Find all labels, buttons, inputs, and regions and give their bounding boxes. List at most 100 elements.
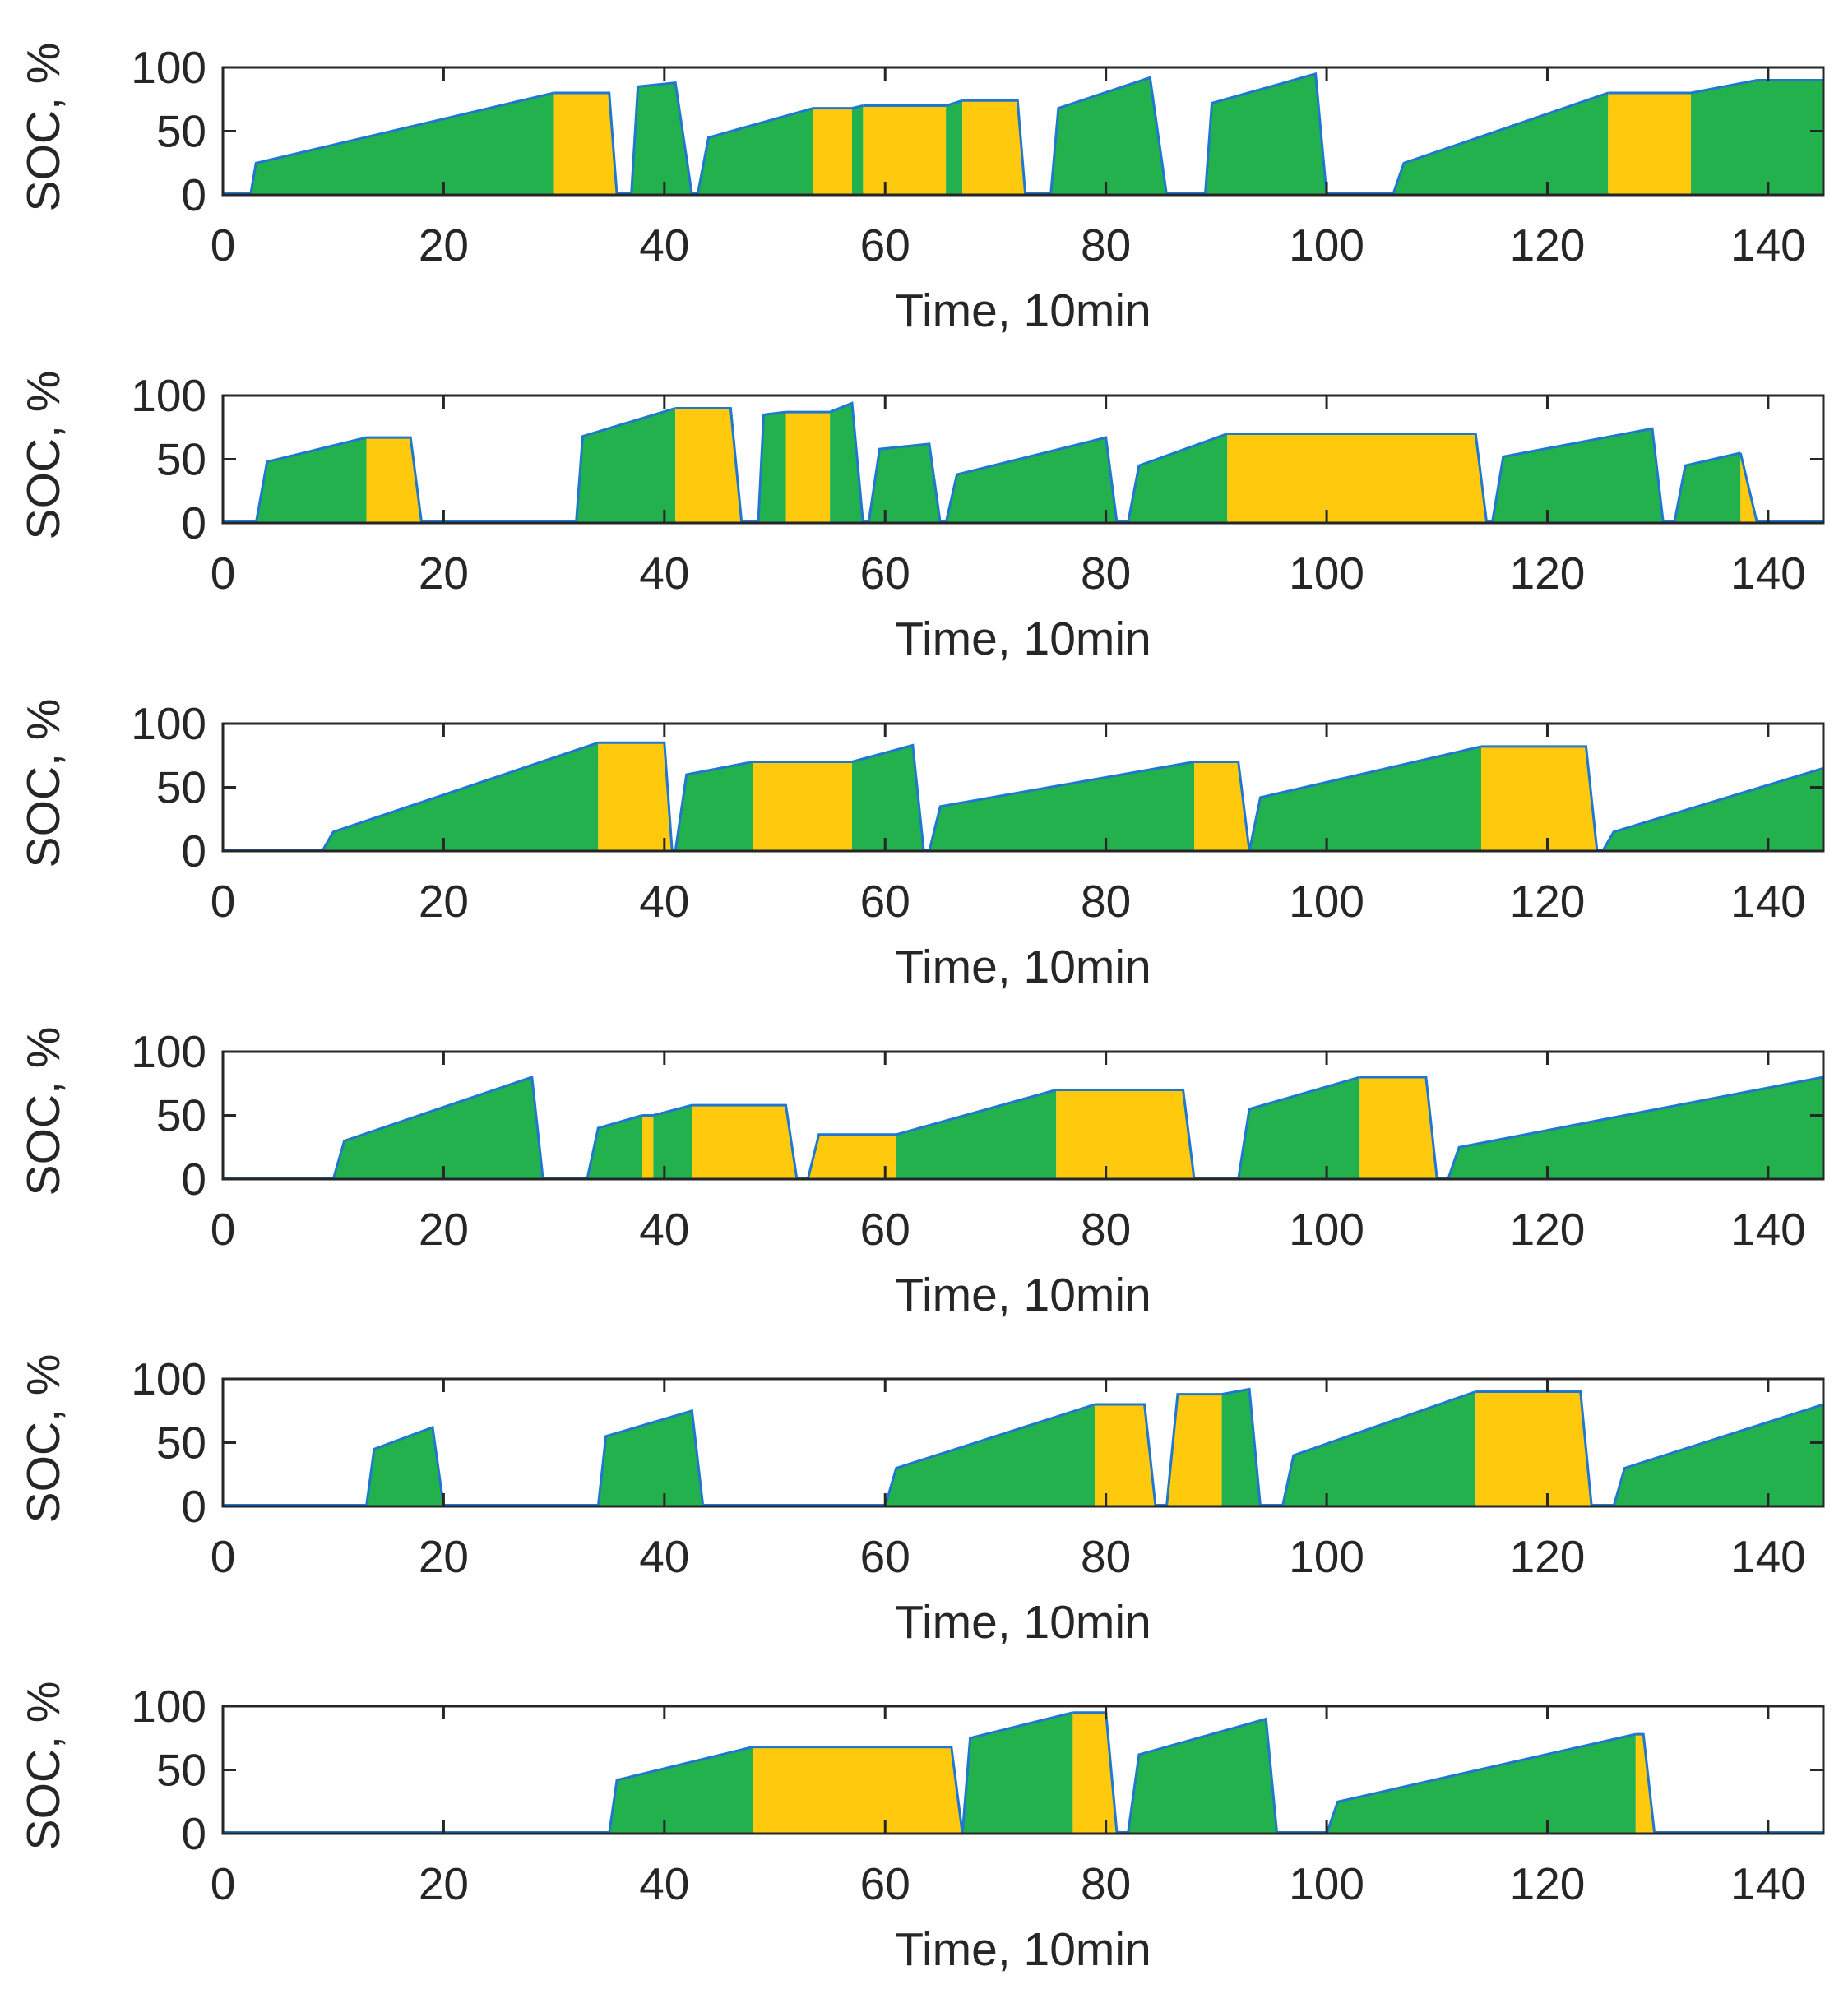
soc-area-charging-1: [250, 93, 554, 195]
soc-line-9: [944, 436, 1119, 524]
y-tick-label: 0: [181, 826, 206, 877]
soc-line-7: [1281, 1390, 1476, 1507]
soc-line-4: [1095, 1403, 1157, 1507]
soc-area-idle-2: [753, 1746, 963, 1834]
x-tick-label: 40: [639, 1531, 689, 1582]
soc-area-charging-13: [1674, 452, 1741, 523]
soc-area-idle-11: [1227, 433, 1487, 523]
soc-area-charging-5: [757, 412, 786, 523]
soc-line-3: [575, 407, 676, 524]
subplot-4: 0 50 100 0 20 40 60 80 100 120 140 Time, 10min SOC, …: [17, 1026, 1825, 1321]
soc-area-idle-4: [1072, 1712, 1118, 1834]
soc-line-5: [692, 1103, 799, 1180]
soc-line-2: [586, 1114, 643, 1180]
soc-area-charging-11: [1205, 73, 1327, 195]
x-tick-label: 60: [860, 876, 910, 927]
soc-line-9: [1237, 1076, 1360, 1180]
soc-area-charging-7: [1282, 1391, 1476, 1506]
x-tick-label: 40: [639, 548, 689, 599]
soc-area-idle-13: [1608, 93, 1691, 195]
x-tick-label: 40: [639, 1858, 689, 1909]
soc-line-1: [254, 436, 367, 524]
y-tick-label: 100: [131, 42, 206, 93]
soc-area-charging-14: [1691, 80, 1823, 195]
soc-line-3: [630, 81, 693, 196]
soc-area-idle-6: [808, 1134, 896, 1179]
y-tick-label: 50: [156, 106, 206, 157]
subplot-6: 0 50 100 0 20 40 60 80 100 120 140 Time, 10min SOC, …: [17, 1681, 1825, 1976]
x-tick-label: 60: [860, 1531, 910, 1582]
soc-line-7: [1635, 1732, 1656, 1834]
x-tick-label: 120: [1510, 1204, 1586, 1255]
x-axis-label: Time, 10min: [895, 1923, 1151, 1976]
soc-area-charging-6: [1221, 1389, 1261, 1506]
soc-area-idle-2: [366, 437, 422, 523]
x-tick-label: 140: [1730, 1531, 1806, 1582]
soc-area-idle-7: [863, 105, 947, 195]
soc-line-8: [1475, 1390, 1593, 1507]
soc-area-charging-4: [653, 1105, 692, 1179]
soc-area-idle-4: [1095, 1404, 1156, 1506]
soc-line-8: [867, 442, 942, 524]
x-tick-label: 20: [419, 876, 469, 927]
y-axis-label: SOC, %: [17, 371, 70, 540]
y-tick-label: 100: [131, 370, 206, 421]
soc-area-idle-4: [675, 408, 742, 523]
soc-line-9: [1612, 1403, 1824, 1507]
soc-area-charging-2: [586, 1115, 642, 1179]
soc-area-charging-1: [366, 1427, 444, 1506]
x-axis-label: Time, 10min: [895, 1596, 1151, 1649]
soc-line-6: [928, 761, 1195, 852]
x-tick-label: 140: [1730, 1204, 1806, 1255]
soc-line-10: [1127, 433, 1228, 524]
soc-area-charging-6: [929, 761, 1194, 851]
x-tick-label: 140: [1730, 548, 1806, 599]
soc-area-idle-5: [692, 1105, 797, 1179]
x-tick-label: 80: [1081, 876, 1131, 927]
y-tick-label: 100: [131, 698, 206, 749]
y-axis-label: SOC, %: [17, 43, 70, 212]
x-tick-label: 0: [211, 548, 236, 599]
x-axis-label: Time, 10min: [895, 284, 1151, 337]
x-tick-label: 0: [211, 220, 236, 271]
soc-area-charging-11: [1447, 1077, 1823, 1179]
x-tick-label: 60: [860, 220, 910, 271]
soc-line-5: [1127, 1717, 1279, 1834]
soc-line-4: [696, 107, 814, 196]
y-tick-label: 50: [156, 1418, 206, 1469]
soc-line-12: [1392, 91, 1609, 196]
y-tick-label: 50: [156, 1745, 206, 1796]
soc-line-11: [1227, 433, 1489, 524]
y-tick-label: 0: [181, 1154, 206, 1205]
x-tick-label: 120: [1510, 876, 1586, 927]
soc-area-charging-10: [1128, 433, 1228, 523]
soc-area-charging-4: [697, 108, 813, 195]
soc-area-charging-1: [609, 1746, 753, 1834]
soc-line-7: [1194, 761, 1251, 852]
x-tick-label: 20: [419, 220, 469, 271]
y-tick-label: 0: [181, 1481, 206, 1532]
x-tick-label: 40: [639, 876, 689, 927]
soc-line-1: [249, 91, 554, 196]
x-tick-label: 40: [639, 220, 689, 271]
y-axis-label: SOC, %: [17, 1682, 70, 1851]
y-tick-label: 100: [131, 1681, 206, 1732]
x-tick-label: 100: [1289, 876, 1364, 927]
soc-line-12: [1490, 427, 1665, 524]
soc-area-idle-6: [785, 412, 831, 523]
x-tick-label: 40: [639, 1204, 689, 1255]
soc-line-11: [1203, 72, 1328, 196]
x-tick-label: 100: [1289, 1858, 1364, 1909]
y-tick-label: 0: [181, 169, 206, 220]
x-tick-label: 20: [419, 1858, 469, 1909]
soc-area-idle-9: [1481, 746, 1597, 851]
soc-area-charging-6: [1327, 1734, 1636, 1834]
soc-line-2: [366, 436, 424, 524]
soc-line-6: [851, 104, 864, 110]
soc-area-idle-9: [962, 100, 1026, 195]
soc-line-6: [1325, 1732, 1637, 1834]
soc-area-charging-2: [598, 1410, 703, 1506]
soc-line-10: [1049, 76, 1168, 196]
soc-area-idle-7: [1194, 761, 1250, 851]
x-tick-label: 120: [1510, 1531, 1586, 1582]
